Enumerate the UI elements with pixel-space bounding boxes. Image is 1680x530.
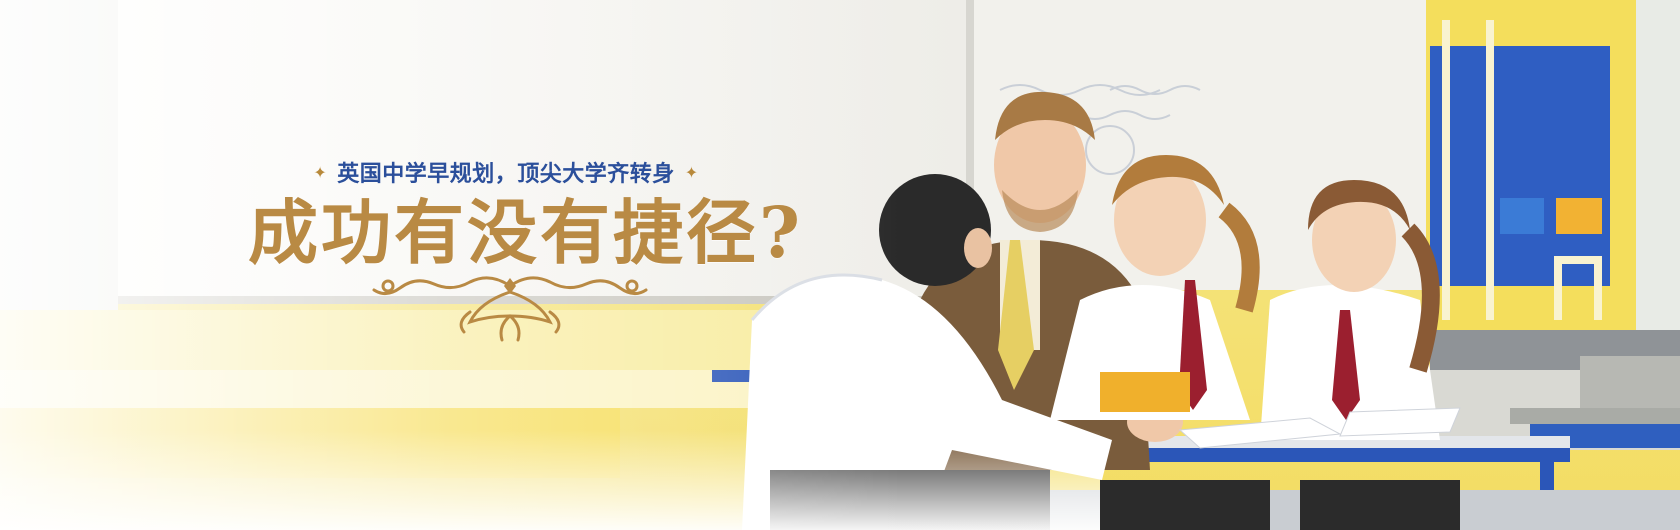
tagline-text: 英国中学早规划，顶尖大学齐转身: [337, 162, 675, 187]
banner-tagline: ✦ 英国中学早规划，顶尖大学齐转身 ✦: [296, 154, 716, 190]
decorative-flourish-icon: [372, 276, 648, 342]
ornament-left-icon: ✦: [313, 162, 328, 182]
banner-headline: 成功有没有捷径?: [248, 191, 804, 274]
ornament-right-icon: ✦: [684, 162, 699, 182]
